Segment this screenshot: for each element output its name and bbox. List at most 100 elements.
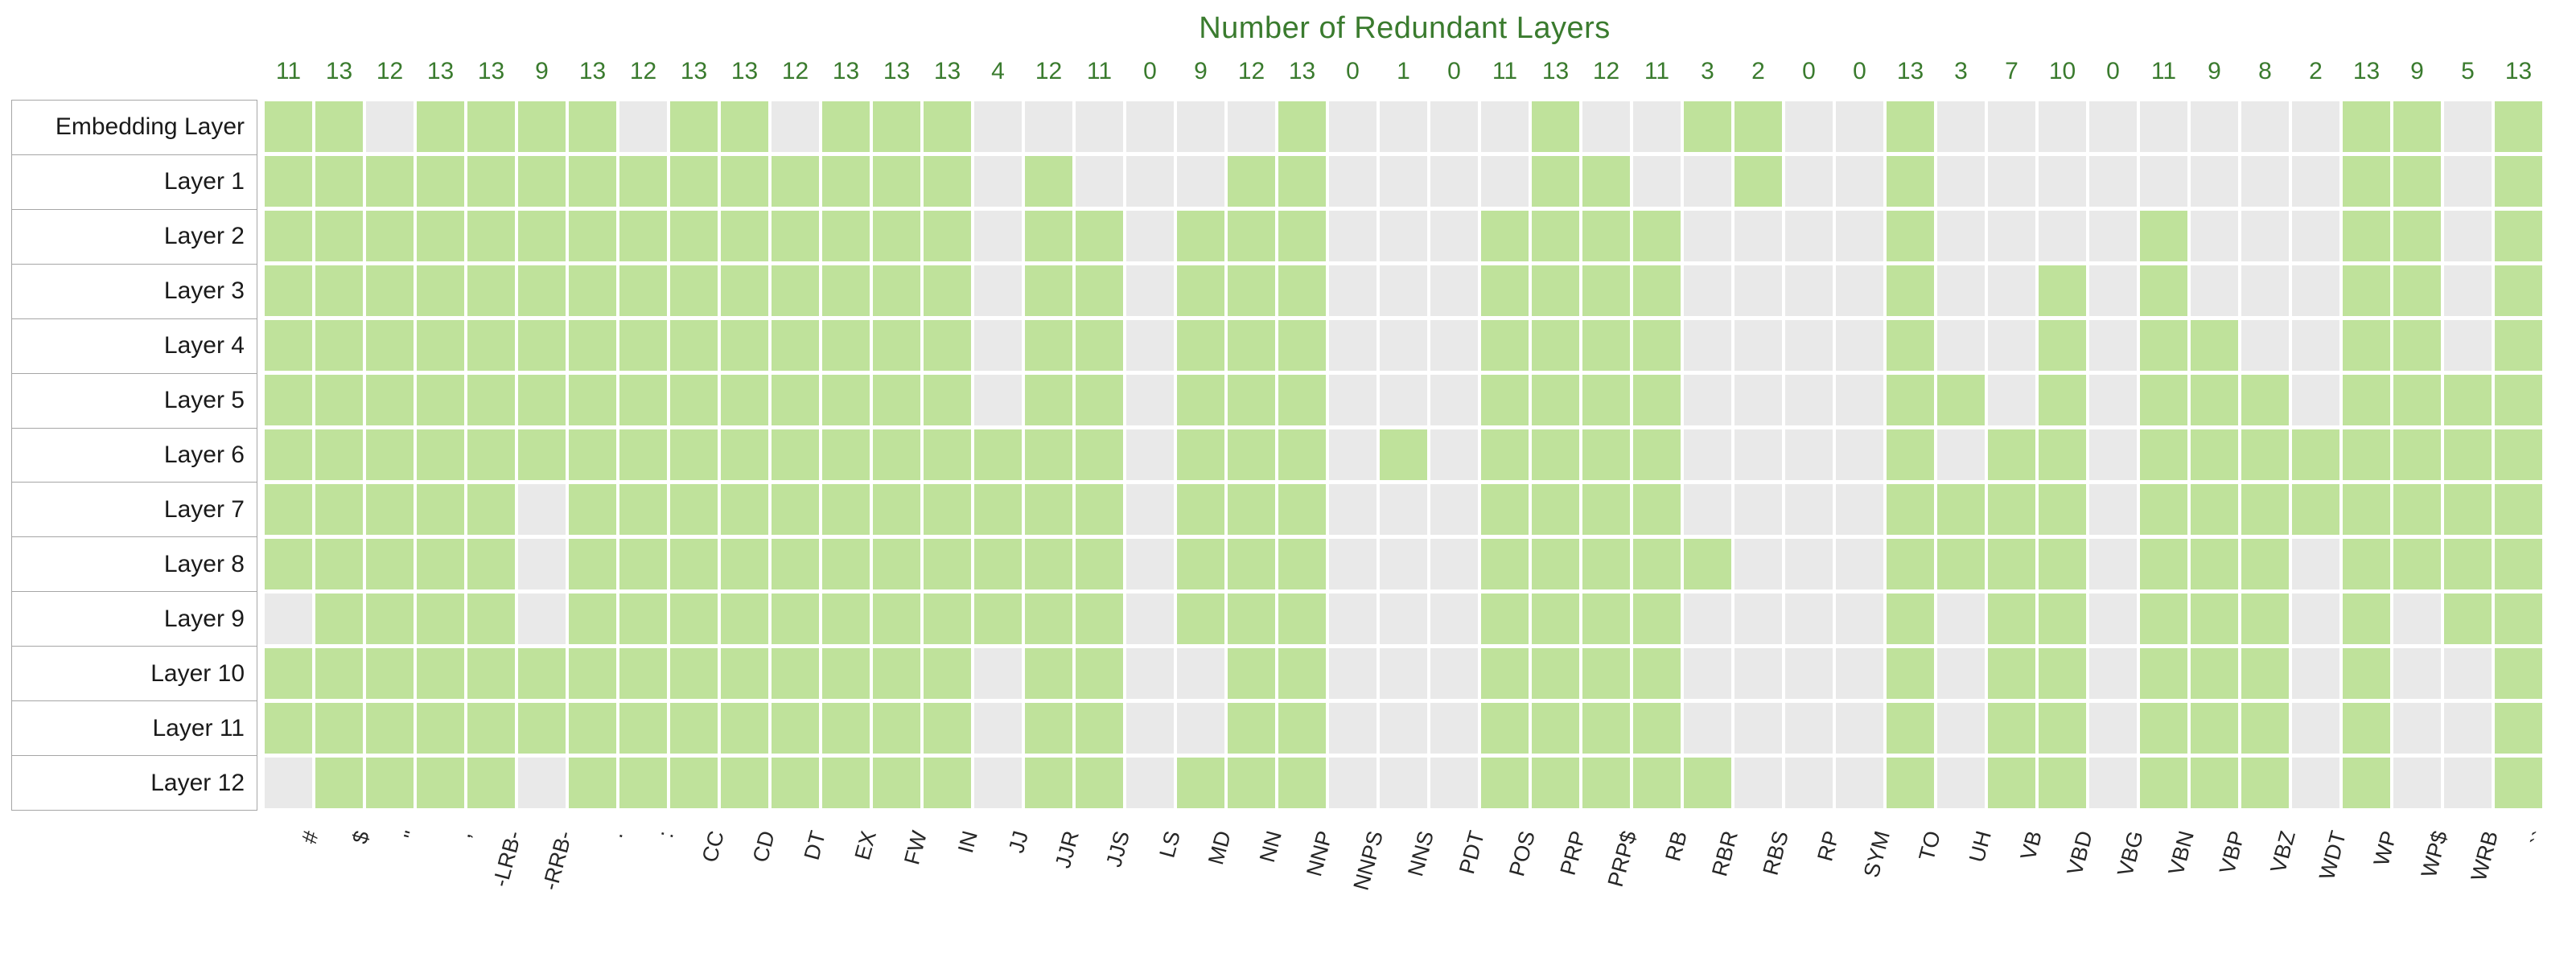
heatmap-cell	[822, 101, 870, 152]
heatmap-cell	[1430, 265, 1478, 316]
heatmap-cell	[924, 101, 971, 152]
heatmap-cell	[772, 539, 819, 589]
heatmap-cell	[2393, 703, 2441, 754]
heatmap-cell	[1785, 156, 1833, 207]
heatmap-cell	[315, 594, 363, 644]
heatmap-cell	[2140, 156, 2187, 207]
row-label: Embedding Layer	[12, 101, 257, 154]
heatmap-cell	[467, 429, 515, 480]
heatmap-cell	[2444, 484, 2492, 535]
heatmap-cell	[772, 703, 819, 754]
heatmap-cell	[265, 703, 312, 754]
heatmap-cell	[1025, 265, 1072, 316]
heatmap-cell	[2343, 320, 2390, 371]
heatmap-cell	[822, 703, 870, 754]
heatmap-cell	[873, 320, 920, 371]
heatmap-cell	[2140, 648, 2187, 699]
heatmap-cell	[772, 429, 819, 480]
heatmap-cell	[518, 703, 566, 754]
heatmap-cell	[1329, 594, 1376, 644]
heatmap-cell	[873, 375, 920, 425]
heatmap-cell	[467, 320, 515, 371]
heatmap-cell	[670, 265, 718, 316]
heatmap-cell	[2343, 156, 2390, 207]
heatmap-cell	[1887, 758, 1934, 808]
heatmap-cell	[1582, 320, 1630, 371]
heatmap-cell	[569, 758, 616, 808]
heatmap-cell	[2292, 265, 2339, 316]
heatmap-cell	[2292, 703, 2339, 754]
heatmap-cell	[1329, 156, 1376, 207]
heatmap-cell	[670, 484, 718, 535]
heatmap-cell	[2444, 101, 2492, 152]
heatmap-cell	[1430, 758, 1478, 808]
row-label: Layer 10	[12, 646, 257, 701]
heatmap-cell	[1329, 101, 1376, 152]
heatmap-cell	[873, 758, 920, 808]
heatmap-cell	[2089, 539, 2137, 589]
heatmap-cell	[924, 265, 971, 316]
heatmap-cell	[1329, 211, 1376, 261]
heatmap-cell	[1278, 265, 1326, 316]
heatmap-cell	[1887, 429, 1934, 480]
heatmap-cell	[1380, 594, 1427, 644]
heatmap-cell	[721, 484, 768, 535]
heatmap-cell	[1177, 265, 1224, 316]
heatmap-cell	[1937, 265, 1985, 316]
heatmap-cell	[1329, 375, 1376, 425]
heatmap-cell	[974, 375, 1022, 425]
heatmap-cell	[873, 484, 920, 535]
heatmap-cell	[772, 594, 819, 644]
heatmap-cell	[822, 375, 870, 425]
heatmap-cell	[1532, 101, 1579, 152]
heatmap-cell	[2191, 320, 2238, 371]
heatmap-cell	[1076, 758, 1123, 808]
heatmap-cell	[1177, 539, 1224, 589]
heatmap-cell	[2191, 375, 2238, 425]
heatmap-cell	[974, 101, 1022, 152]
heatmap-cell	[1025, 539, 1072, 589]
heatmap-cell	[315, 429, 363, 480]
heatmap-cell	[1430, 211, 1478, 261]
heatmap-cell	[265, 375, 312, 425]
heatmap-cell	[1278, 211, 1326, 261]
heatmap-cell	[1177, 429, 1224, 480]
heatmap-cell	[924, 320, 971, 371]
heatmap-cell	[265, 648, 312, 699]
heatmap-cell	[569, 375, 616, 425]
heatmap-cell	[2140, 320, 2187, 371]
heatmap-cell	[1177, 156, 1224, 207]
heatmap-cell	[1887, 101, 1934, 152]
heatmap-cell	[1785, 648, 1833, 699]
heatmap-cell	[1126, 320, 1174, 371]
heatmap-cell	[670, 320, 718, 371]
heatmap-cell	[265, 156, 312, 207]
heatmap-cell	[2241, 101, 2289, 152]
heatmap-cell	[518, 648, 566, 699]
row-label: Layer 11	[12, 700, 257, 756]
heatmap-cell	[467, 703, 515, 754]
heatmap-cell	[1228, 758, 1275, 808]
heatmap-cell	[1785, 320, 1833, 371]
heatmap-cell	[1228, 375, 1275, 425]
heatmap-cell	[2393, 265, 2441, 316]
heatmap-cell	[1684, 648, 1731, 699]
heatmap-cell	[2495, 539, 2542, 589]
heatmap-cell	[1734, 703, 1782, 754]
heatmap-cell	[1380, 156, 1427, 207]
heatmap-cell	[924, 211, 971, 261]
heatmap-cell	[2241, 594, 2289, 644]
heatmap-cell	[1177, 703, 1224, 754]
heatmap-cell	[924, 758, 971, 808]
heatmap-cell	[1177, 758, 1224, 808]
heatmap-cell	[1684, 594, 1731, 644]
heatmap-cell	[1278, 648, 1326, 699]
heatmap-cell	[822, 539, 870, 589]
heatmap-cell	[1887, 703, 1934, 754]
heatmap-cell	[1684, 539, 1731, 589]
heatmap-cell	[1988, 211, 2035, 261]
heatmap-cell	[569, 156, 616, 207]
heatmap-cell	[1785, 484, 1833, 535]
heatmap-cell	[974, 211, 1022, 261]
row-label: Layer 3	[12, 263, 257, 318]
